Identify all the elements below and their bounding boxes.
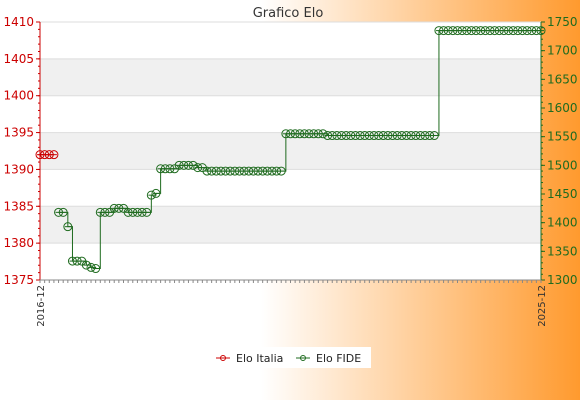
legend-swatch-marker [300,355,306,361]
series-elo-italia [35,150,59,160]
data-point[interactable] [188,160,198,170]
data-point[interactable] [197,163,207,173]
series-elo-fide [54,26,546,274]
left-tick-label: 1405 [3,52,34,66]
data-point[interactable] [91,264,101,274]
plot-area [40,21,541,281]
right-tick-label: 1600 [547,101,578,115]
left-tick-label: 1380 [3,236,34,250]
data-point[interactable] [146,190,156,200]
chart-title: Grafico Elo [253,6,324,21]
right-tick-label: 1650 [547,72,578,86]
legend: Elo Italia Elo FIDE [211,347,371,368]
right-tick-label: 1350 [547,244,578,258]
x-axis: 2016-12 2025-12 [36,279,548,327]
legend-item-elo-italia[interactable]: Elo Italia [216,352,283,365]
right-tick-label: 1500 [547,158,578,172]
x-tick-label: 2025-12 [537,285,548,327]
right-tick-label: 1300 [547,273,578,287]
left-tick-label: 1375 [3,273,34,287]
right-y-axis: 1300 1350 1400 1450 1500 1550 1600 1650 1700 1750 [540,15,578,287]
x-tick-label: 2016-12 [36,285,47,327]
data-point[interactable] [86,262,96,272]
data-point[interactable] [276,166,286,176]
data-point[interactable] [63,222,73,232]
data-point[interactable] [429,131,439,141]
right-tick-label: 1750 [547,15,578,29]
legend-swatch-marker [220,355,226,361]
left-tick-label: 1385 [3,199,34,213]
data-point[interactable] [151,188,161,198]
grid-band [40,132,541,170]
left-tick-label: 1410 [3,15,34,29]
legend-label: Elo Italia [236,352,283,365]
grid-band [40,58,541,96]
right-tick-label: 1450 [547,187,578,201]
left-tick-label: 1400 [3,89,34,103]
left-y-axis: 1375 1380 1385 1390 1395 1400 1405 1410 [3,15,41,287]
data-point[interactable] [81,260,91,270]
data-point[interactable] [142,207,152,217]
left-tick-label: 1395 [3,126,34,140]
left-tick-label: 1390 [3,162,34,176]
series-layer [35,26,546,274]
legend-box [211,347,371,368]
data-point[interactable] [49,150,59,160]
right-tick-label: 1550 [547,130,578,144]
right-tick-label: 1700 [547,44,578,58]
legend-item-elo-fide[interactable]: Elo FIDE [296,352,361,365]
data-point[interactable] [536,26,546,36]
right-tick-label: 1400 [547,216,578,230]
data-point[interactable] [170,164,180,174]
legend-label: Elo FIDE [316,352,361,365]
data-point[interactable] [58,207,68,217]
data-point[interactable] [318,129,328,139]
